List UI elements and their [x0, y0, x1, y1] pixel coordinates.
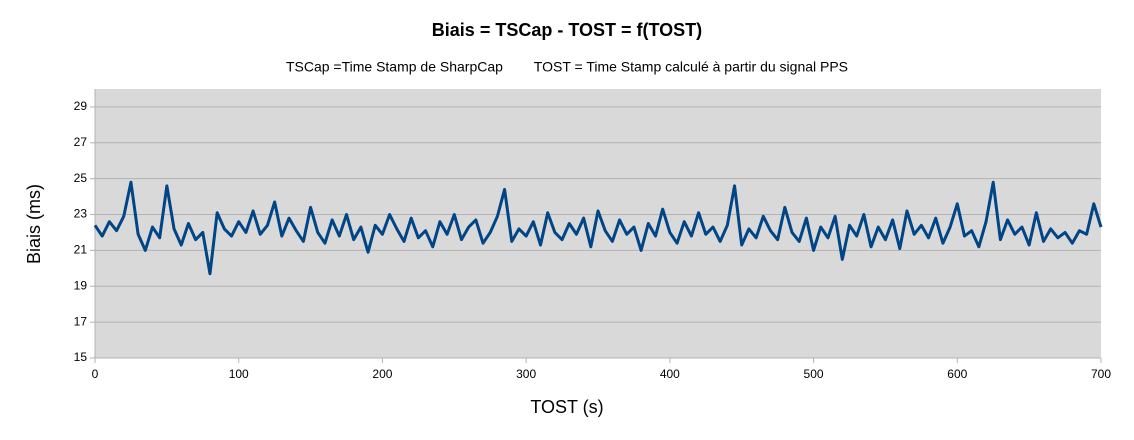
x-axis-label: TOST (s): [530, 397, 603, 417]
y-tick-label: 27: [74, 135, 88, 149]
y-tick-label: 17: [74, 314, 88, 328]
x-tick-label: 100: [229, 367, 249, 381]
data-line: [93, 180, 1103, 276]
x-tick-label: 400: [660, 367, 680, 381]
chart-subtitle: TSCap =Time Stamp de SharpCap TOST = Tim…: [286, 59, 848, 75]
x-tick-label: 300: [516, 367, 536, 381]
y-axis-label: Biais (ms): [24, 184, 44, 264]
y-tick-label: 25: [74, 171, 88, 185]
x-tick-label: 700: [1091, 367, 1111, 381]
y-tick-label: 19: [74, 278, 88, 292]
x-tick-label: 200: [372, 367, 392, 381]
y-tick-label: 15: [74, 350, 88, 364]
x-tick-label: 500: [804, 367, 824, 381]
y-tick-label: 23: [74, 207, 88, 221]
chart-title: Biais = TSCap - TOST = f(TOST): [432, 20, 702, 40]
y-tick-label: 29: [74, 99, 88, 113]
y-tick-label: 21: [74, 243, 88, 257]
x-tick-label: 600: [947, 367, 967, 381]
x-tick-label: 0: [92, 367, 99, 381]
